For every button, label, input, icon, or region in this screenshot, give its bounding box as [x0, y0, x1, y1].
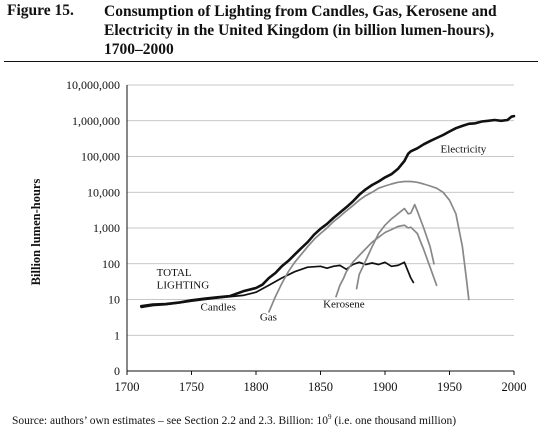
y-axis-label: Billion lumen-hours [29, 179, 43, 286]
y-tick-label: 1,000,000 [72, 114, 120, 128]
x-tick-label: 1750 [179, 380, 204, 394]
series-annotation: Gas [260, 311, 277, 323]
source-note-exponent: 9 [328, 413, 332, 421]
y-tick-label: 10,000 [87, 185, 120, 199]
tick-labels: 0 1 10 100 1,000 10,000 100,000 1,000,000 10,000… [66, 78, 527, 394]
series-annotation: Candles [201, 301, 236, 313]
series-annotation: Kerosene [323, 298, 365, 310]
series-line-total-lighting [139, 114, 516, 308]
series-line-electricity [355, 203, 435, 290]
y-tick-label: 10 [108, 293, 120, 307]
axes [126, 85, 515, 375]
source-note: Source: authors’ own estimates – see Sec… [12, 413, 456, 427]
x-tick-label: 1950 [437, 380, 462, 394]
y-tick-label: 100,000 [81, 150, 120, 164]
grid-lines [127, 84, 514, 372]
x-tick-label: 1700 [115, 380, 140, 394]
y-tick-label: 100 [102, 257, 120, 271]
series-line-gas [268, 180, 470, 313]
series-annotation: LIGHTING [157, 280, 210, 292]
x-tick-label: 1850 [308, 380, 333, 394]
title-rule [4, 61, 538, 62]
figure-title: Consumption of Lighting from Candles, Ga… [104, 3, 497, 58]
x-tick-label: 1900 [373, 380, 398, 394]
x-tick-label: 1800 [244, 380, 269, 394]
y-tick-label: 1 [114, 328, 120, 342]
series-line-candles [140, 261, 415, 309]
y-tick-label: 10,000,000 [66, 78, 120, 92]
series-annotation: Electricity [440, 143, 486, 155]
series-line-kerosene [335, 224, 438, 298]
source-note-prefix: Source: authors’ own estimates – see Sec… [12, 414, 328, 427]
series-annotation: TOTAL [157, 267, 192, 279]
series-lines [139, 114, 516, 313]
source-note-suffix: (i.e. one thousand million) [331, 414, 457, 427]
y-tick-label: 0 [114, 364, 120, 378]
y-tick-label: 1,000 [93, 221, 120, 235]
x-tick-label: 2000 [502, 380, 527, 394]
figure-label: Figure 15. [7, 2, 74, 19]
